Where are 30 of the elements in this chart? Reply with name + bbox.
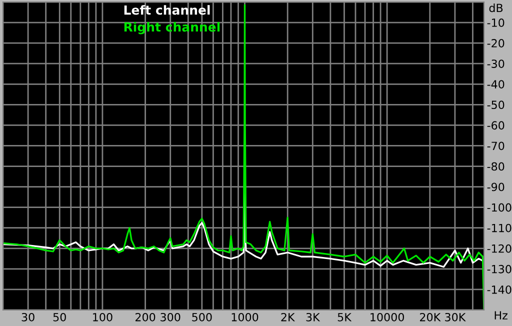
y-tick-label: -50	[487, 100, 504, 110]
y-tick-label: -70	[487, 142, 504, 150]
x-tick-label: 300	[160, 312, 180, 322]
y-tick-label: -90	[487, 182, 504, 192]
y-axis-title: dB	[489, 4, 503, 12]
x-tick-label: 20K	[420, 312, 441, 322]
x-tick-label: 5K	[338, 313, 352, 322]
y-tick-label: -20	[487, 39, 504, 48]
y-tick-label: -10	[487, 18, 504, 27]
x-tick-label: 3K	[306, 312, 320, 322]
y-tick-label: -30	[487, 60, 504, 68]
x-tick-label: 50	[53, 312, 66, 322]
x-tick-label: 10000	[370, 312, 404, 322]
x-tick-label: 100	[93, 312, 112, 322]
y-tick-label: -80	[487, 162, 504, 171]
y-tick-label: -110	[487, 224, 512, 232]
x-tick-label: 500	[192, 312, 212, 322]
text: Left channel	[124, 5, 210, 15]
x-tick-label: 30	[22, 312, 34, 322]
x-tick-label: 30K	[445, 312, 466, 322]
x-tick-label: 1000	[232, 312, 258, 322]
y-tick-label: -140	[487, 285, 512, 294]
y-tick-label: -120	[487, 244, 512, 253]
y-tick-label: -40	[487, 80, 504, 89]
y-tick-label: -130	[487, 264, 512, 274]
x-tick-label: 2K	[281, 312, 296, 322]
y-tick-label: -60	[487, 121, 504, 130]
x-axis-title: Hz	[494, 311, 508, 320]
x-tick-label: 200	[136, 312, 156, 322]
y-tick-label: -100	[487, 203, 512, 212]
